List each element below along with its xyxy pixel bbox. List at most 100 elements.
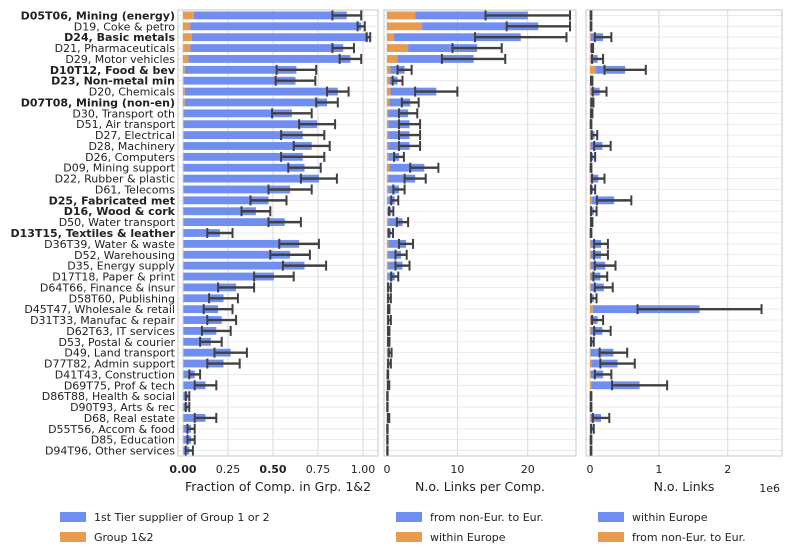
bar-segment	[590, 370, 591, 379]
axis-label: Fraction of Comp. in Grp. 1&2	[185, 479, 371, 494]
bar-segment	[590, 326, 591, 335]
bar-segment	[183, 239, 184, 248]
bar-segment	[183, 392, 184, 401]
tick-label: 2	[724, 463, 731, 476]
bar-segment	[590, 261, 591, 270]
bar-segment	[183, 33, 192, 42]
bar-segment	[190, 22, 362, 31]
category-label: D68, Real estate	[84, 412, 176, 425]
category-label: D09, Mining support	[63, 162, 175, 175]
category-label: D55T56, Accom & food	[48, 423, 175, 436]
bar-segment	[183, 207, 256, 216]
bar-segment	[183, 22, 191, 31]
bar-segment	[387, 196, 388, 205]
legend-label: 1st Tier supplier of Group 1 or 2	[94, 511, 270, 524]
bar-segment	[387, 65, 391, 74]
category-label: D13T15, Textiles & leather	[10, 227, 175, 240]
category-label: D28, Machinery	[88, 140, 175, 153]
bar-segment	[183, 196, 184, 205]
category-label: D77T82, Admin support	[44, 358, 176, 371]
bar-segment	[184, 65, 297, 74]
bar-segment	[590, 55, 591, 63]
bar-segment	[388, 239, 407, 248]
bar-segment	[183, 163, 184, 172]
tick-label: 0	[384, 463, 391, 476]
category-label: D30, Transport oth	[72, 107, 175, 120]
legend-swatch	[598, 532, 624, 542]
bar-segment	[183, 109, 292, 118]
bar-segment	[183, 98, 185, 107]
bar-segment	[183, 44, 191, 52]
bar-segment	[590, 174, 591, 183]
bar-segment	[388, 174, 416, 183]
category-label: D94T96, Other services	[45, 445, 175, 458]
bar-segment	[183, 76, 296, 85]
bar-segment	[193, 11, 347, 20]
axes-frame	[177, 9, 379, 457]
bar-segment	[183, 174, 184, 183]
bar-segment	[387, 76, 390, 85]
bar-segment	[183, 229, 184, 237]
category-label: D86T88, Health & social	[42, 390, 175, 403]
category-label: D85, Education	[91, 434, 175, 447]
bar-segment	[184, 98, 327, 107]
category-label: D58T60, Publishing	[69, 292, 175, 305]
bar-segment	[387, 142, 389, 150]
category-label: D69T75, Prof & tech	[64, 379, 175, 392]
legend-swatch	[60, 512, 86, 522]
bar-segment	[183, 11, 194, 20]
category-label: D20, Chemicals	[89, 86, 175, 99]
bar-segment	[590, 305, 593, 314]
bar-segment	[387, 218, 389, 227]
bar-segment	[183, 185, 184, 194]
bar-segment	[590, 65, 596, 74]
bar-segment	[183, 152, 303, 161]
tick-label: 1	[655, 463, 662, 476]
category-label: D27, Electrical	[95, 129, 175, 142]
category-labels: D05T06, Mining (energy)D19, Coke & petro…	[10, 9, 175, 457]
bar-segment	[590, 283, 591, 292]
bar-segment	[183, 76, 184, 85]
bar-segment	[388, 218, 403, 227]
bar-segment	[408, 44, 478, 52]
bar-segment	[183, 403, 184, 411]
bar-segment	[390, 87, 437, 96]
legend-swatch	[396, 512, 422, 522]
bar-segment	[183, 316, 184, 324]
bar-segment	[183, 348, 231, 357]
tick-label: 10	[450, 463, 464, 476]
bar-segment	[590, 348, 591, 357]
bar-segment	[183, 305, 184, 314]
category-label: D51, Air transport	[76, 118, 176, 131]
bar-segment	[590, 87, 591, 96]
bar-segment	[183, 152, 184, 161]
category-label: D36T39, Water & waste	[44, 238, 175, 251]
category-label: D23, Non-metal min	[51, 75, 175, 88]
category-label: D29, Motor vehicles	[65, 53, 175, 66]
tick-label: 0.50	[259, 463, 286, 476]
bar-segment	[183, 359, 224, 368]
bar-segment	[387, 261, 389, 270]
bar-segment	[183, 435, 184, 444]
category-label: D41T43, Construction	[55, 368, 175, 381]
bar-segment	[183, 261, 184, 270]
category-label: D21, Pharmaceuticals	[55, 42, 176, 55]
bar-segment	[387, 272, 388, 281]
bar-segment	[183, 131, 184, 140]
tick-label: 20	[521, 463, 535, 476]
scale-note: 1e6	[759, 482, 780, 495]
bar-segment	[387, 163, 390, 172]
category-label: D05T06, Mining (energy)	[21, 9, 175, 22]
bar-segment	[389, 98, 411, 107]
category-label: D50, Water transport	[59, 216, 176, 229]
category-label: D16, Wood & cork	[64, 205, 176, 218]
panel-links: 0 1 2 N.o. Links 1e6	[585, 9, 783, 495]
bar-segment	[183, 305, 219, 314]
category-label: D62T63, IT services	[66, 325, 175, 338]
category-label: D31T33, Manufac & repair	[30, 314, 175, 327]
bar-segment	[387, 109, 389, 118]
legend-label: from non-Eur. to Eur.	[430, 511, 544, 524]
bar-segment	[590, 414, 591, 422]
category-label: D24, Basic metals	[64, 31, 175, 44]
